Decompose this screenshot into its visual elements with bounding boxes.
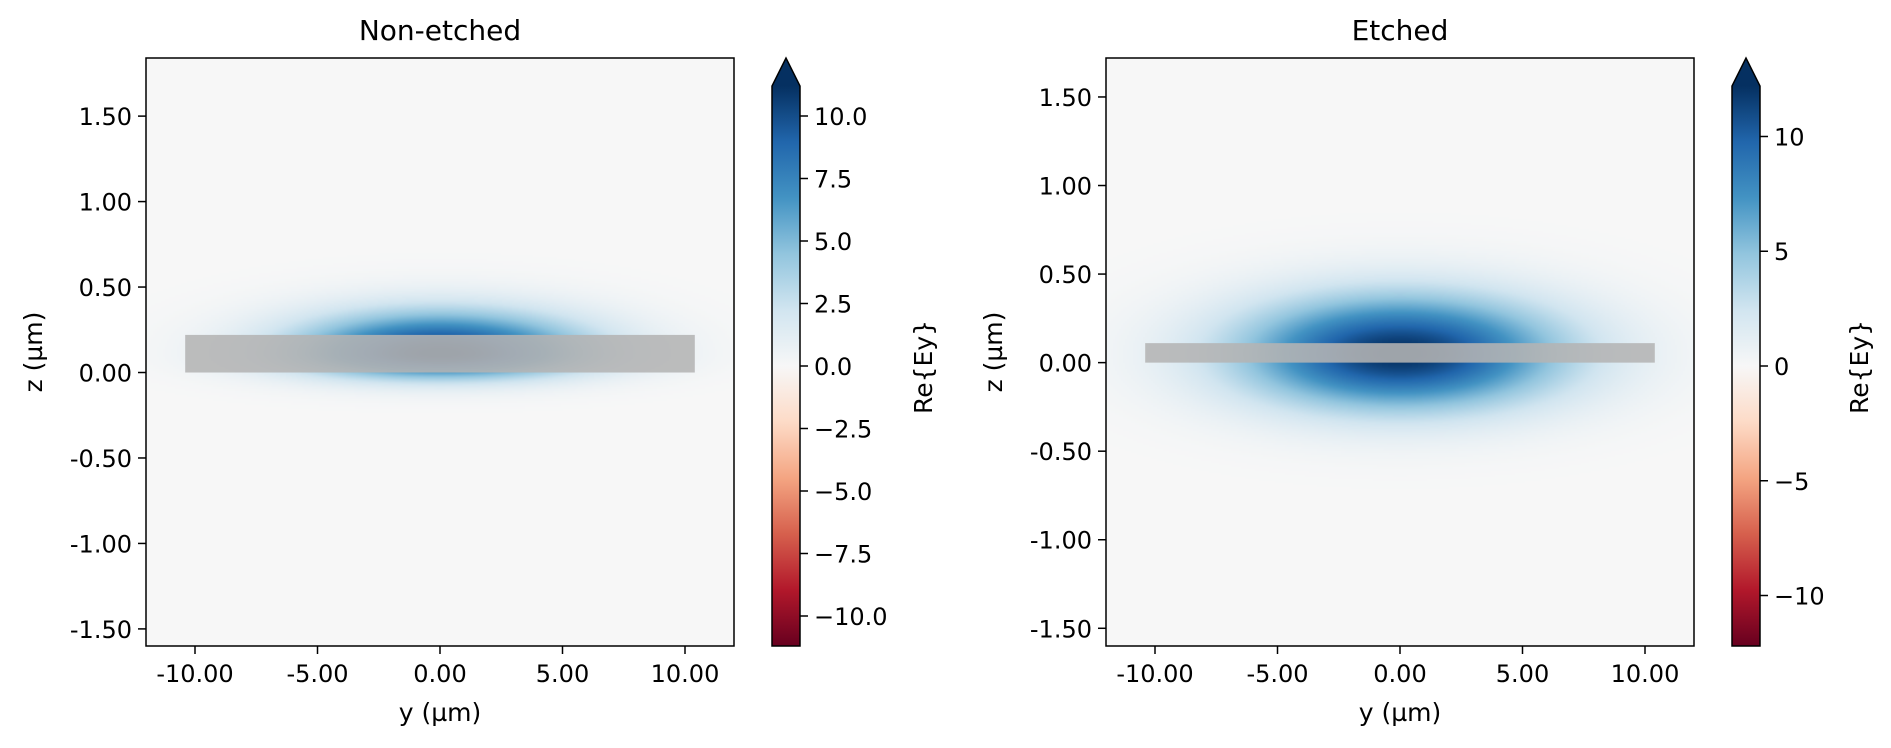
y-tick-label: 1.50 [1039,84,1092,112]
colorbar-tick-label: 10.0 [814,103,867,131]
colorbar: 10.0 7.5 5.0 2.5 0.0 −2.5 −5.0 −7.5 −10.0 [771,56,888,647]
colorbar-tick-label: −7.5 [814,541,872,569]
colorbar-outline [1731,56,1761,647]
chart-title: Etched [1352,14,1449,47]
y-axis-label: z (µm) [19,312,48,393]
x-tick-label: 10.00 [1611,660,1680,688]
x-tick-label: 5.00 [536,660,589,688]
x-tick-label: -10.00 [1116,660,1193,688]
y-axis-label: z (µm) [979,312,1008,393]
colorbar-gradient [772,86,800,646]
y-axis-ticks: -1.50 -1.00 -0.50 0.00 0.50 1.00 1.50 [1030,84,1106,643]
colorbar-tick-label: −5 [1774,468,1809,496]
y-tick-label: 0.50 [79,274,132,302]
y-tick-label: -1.50 [70,616,132,644]
y-tick-label: -0.50 [70,445,132,473]
colorbar-tick-label: −10 [1774,583,1825,611]
colorbar-label: Re{Ey} [1845,320,1874,414]
colorbar-tick-label: 0 [1774,353,1789,381]
y-tick-label: 0.00 [79,360,132,388]
x-tick-label: 0.00 [1373,660,1426,688]
x-tick-label: 10.00 [651,660,720,688]
y-tick-label: -1.00 [70,530,132,558]
y-tick-label: 0.50 [1039,261,1092,289]
colorbar-extend-arrow [1732,58,1760,86]
chart-title: Non-etched [359,14,521,47]
x-tick-label: -5.00 [286,660,348,688]
y-tick-label: 1.50 [79,103,132,131]
colorbar-tick-label: −10.0 [814,603,888,631]
y-tick-label: 0.00 [1039,350,1092,378]
x-tick-label: -5.00 [1246,660,1308,688]
x-axis-ticks: -10.00 -5.00 0.00 5.00 10.00 [1116,646,1679,688]
colorbar-tick-label: 7.5 [814,166,852,194]
x-tick-label: 5.00 [1496,660,1549,688]
colorbar-tick-label: 2.5 [814,291,852,319]
panel-non-etched: Non-etched -10.00 -5.00 0.00 5.00 10.00 -1.5… [19,14,938,727]
colorbar-tick-label: 5.0 [814,228,852,256]
y-axis-ticks: -1.50 -1.00 -0.50 0.00 0.50 1.00 1.50 [70,103,146,644]
y-tick-label: -1.00 [1030,527,1092,555]
x-axis-label: y (µm) [1359,698,1442,727]
y-tick-label: -0.50 [1030,438,1092,466]
colorbar-tick-label: 10 [1774,123,1805,151]
colorbar-outline [771,56,801,647]
colorbar: 10 5 0 −5 −10 [1731,56,1825,647]
y-tick-label: 1.00 [1039,173,1092,201]
x-axis-ticks: -10.00 -5.00 0.00 5.00 10.00 [156,646,719,688]
waveguide-core [1145,343,1655,363]
colorbar-tick-label: −5.0 [814,478,872,506]
y-tick-label: 1.00 [79,189,132,217]
colorbar-tick-label: 0.0 [814,353,852,381]
y-tick-label: -1.50 [1030,615,1092,643]
colorbar-label: Re{Ey} [909,320,938,414]
waveguide-core [185,334,695,373]
panel-etched: Etched -10.00 -5.00 0.00 5.00 10.00 -1.50-1.… [979,14,1874,727]
colorbar-tick-label: −2.5 [814,416,872,444]
heatmap-area [1106,58,1694,646]
colorbar-gradient [1732,86,1760,646]
x-axis-label: y (µm) [399,698,482,727]
colorbar-extend-arrow [772,58,800,86]
colorbar-tick-label: 5 [1774,238,1789,266]
heatmap-area [146,58,734,646]
x-tick-label: -10.00 [156,660,233,688]
x-tick-label: 0.00 [413,660,466,688]
